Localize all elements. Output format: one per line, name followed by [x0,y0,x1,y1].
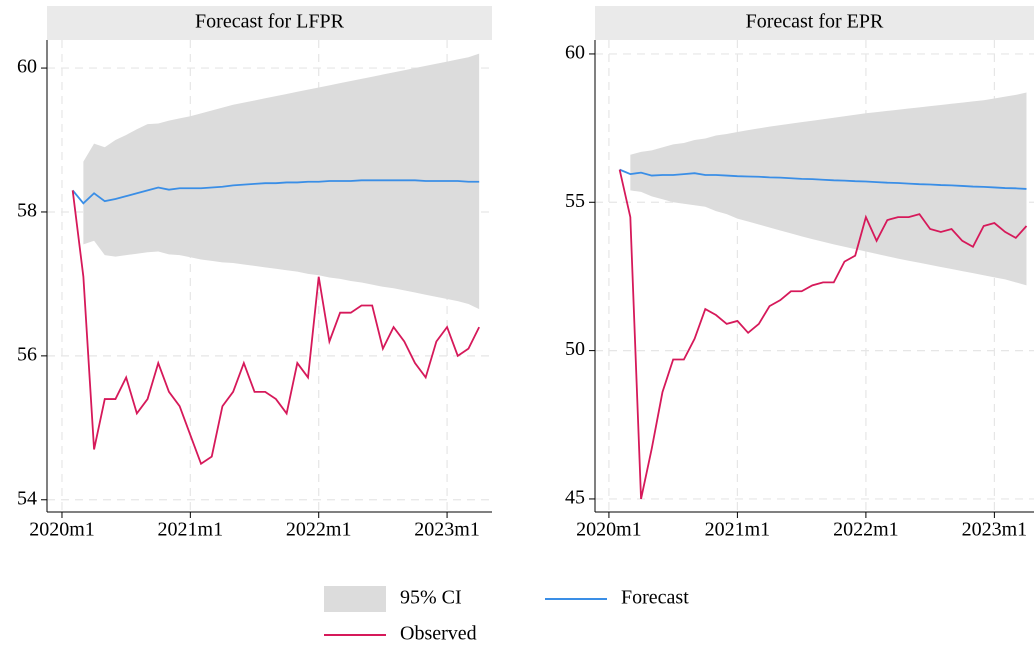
series-line [619,168,1027,190]
legend-swatch [324,586,386,612]
y-tick-label: 54 [17,487,37,509]
y-tick-label: 60 [565,42,585,64]
series-line [618,169,1028,500]
legend-label: 95% CI [400,587,462,609]
y-tick-label: 55 [565,190,585,212]
x-tick-label: 2021m1 [158,519,224,541]
x-tick-label: 2023m1 [414,519,480,541]
series-line [71,190,480,466]
panel-title: Forecast for EPR [746,11,884,33]
x-tick-label: 2023m1 [962,519,1028,541]
panel-title: Forecast for LFPR [195,11,345,33]
x-tick-label: 2020m1 [29,519,95,541]
y-tick-label: 50 [565,338,585,360]
legend-label: Forecast [621,587,689,609]
x-tick-label: 2021m1 [705,519,771,541]
y-tick-label: 58 [17,200,37,222]
title-strip [595,6,1034,40]
y-tick-label: 56 [17,343,37,365]
x-tick-label: 2022m1 [286,519,352,541]
ci-band [630,92,1027,286]
x-tick-label: 2020m1 [576,519,642,541]
legend-label: Observed [400,623,477,645]
x-tick-label: 2022m1 [833,519,899,541]
y-tick-label: 60 [17,56,37,78]
ci-band [83,53,480,310]
title-strip [47,6,492,40]
series-line [71,179,480,205]
y-tick-label: 45 [565,487,585,509]
